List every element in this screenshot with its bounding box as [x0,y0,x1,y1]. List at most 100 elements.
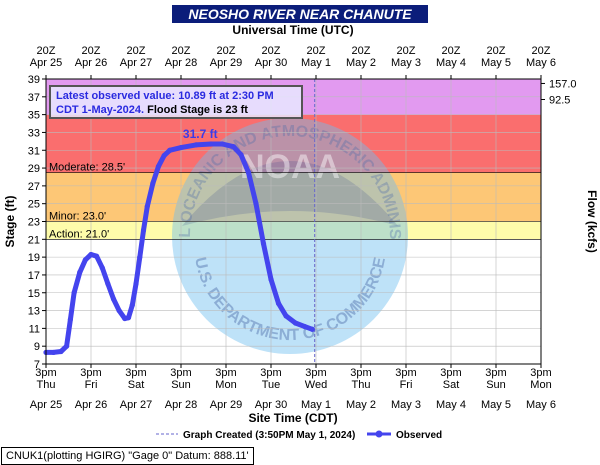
observed-point [110,296,117,302]
x-tick-date: Apr 25 [30,399,62,411]
observed-point [178,144,184,151]
observed-point [167,147,173,153]
threshold-label-minor: Minor: 23.0' [49,211,106,223]
top-tick-date: May 4 [436,57,466,69]
datum-footer: CNUK1(plotting HGIRG) "Gage 0" Datum: 88… [1,447,254,465]
top-tick-time: 20Z [82,45,101,57]
y-tick-label: 15 [28,288,40,300]
observed-line-1: Latest observed value: 10.89 ft at 2:30 … [56,90,274,102]
y-tick-label: 27 [28,181,40,193]
top-axis-title: Universal Time (UTC) [232,23,353,37]
observed-point [275,300,282,307]
legend-observed-label: Observed [396,430,442,441]
observed-point [116,307,122,314]
x-tick-time: 3pm [260,367,281,379]
top-tick-date: Apr 25 [30,57,62,69]
x-tick-day: Mon [530,379,551,391]
observed-point [67,316,73,323]
y-tick-label: 37 [28,92,40,104]
y-tick-label: 13 [28,306,40,318]
observed-point [125,315,132,321]
peak-label: 31.7 ft [183,127,218,141]
x-tick-time: 3pm [80,367,101,379]
x-tick-date: May 6 [526,399,556,411]
observed-point [230,144,237,150]
observed-point [292,320,298,326]
observed-point [302,323,308,330]
y-tick-label: 7 [34,359,40,371]
top-tick-time: 20Z [397,45,416,57]
flow-tick-label: 157.0 [549,78,577,90]
top-tick-date: May 6 [526,57,556,69]
x-tick-date: May 2 [346,399,376,411]
threshold-label-moderate: Moderate: 28.5' [49,162,125,174]
observed-line-2: CDT 1-May-2024. [56,104,145,116]
observed-point [193,142,199,148]
observed-point [283,313,289,319]
x-tick-date: Apr 26 [75,399,107,411]
top-tick-time: 20Z [37,45,56,57]
top-tick-date: Apr 30 [255,57,287,69]
observed-point [268,276,274,282]
band-minor [46,172,541,222]
top-tick-date: May 1 [301,57,331,69]
observed-point [129,302,135,308]
x-tick-date: Apr 30 [255,399,287,411]
top-tick-time: 20Z [352,45,371,57]
y-tick-label: 31 [28,145,40,157]
y-axis-title: Stage (ft) [3,196,17,248]
x-tick-day: Thu [352,379,371,391]
x-tick-day: Thu [37,379,56,391]
x-tick-date: Apr 29 [210,399,242,411]
x-tick-day: Fri [85,379,98,391]
x-tick-day: Sun [171,379,191,391]
observed-point [133,281,139,287]
x-tick-day: Sat [128,379,145,391]
observed-point [50,349,57,356]
top-tick-time: 20Z [217,45,236,57]
x-tick-day: Fri [400,379,413,391]
y-tick-label: 9 [34,341,40,353]
observed-point [260,241,267,247]
flow-tick-label: 92.5 [549,94,570,106]
top-tick-time: 20Z [172,45,191,57]
threshold-label-action: Action: 21.0' [49,228,109,240]
observed-point [309,326,315,332]
top-tick-time: 20Z [442,45,461,57]
top-tick-time: 20Z [487,45,506,57]
y-tick-label: 23 [28,217,40,229]
observed-point [245,169,252,176]
y-tick-label: 39 [28,74,40,86]
x-tick-day: Tue [262,379,281,391]
observed-point [219,141,225,147]
observed-point [208,141,214,147]
top-tick-date: Apr 28 [165,57,197,69]
observed-point [71,290,77,296]
x-tick-time: 3pm [215,367,236,379]
observed-point [82,257,88,263]
observed-point [137,254,143,260]
y-tick-label: 21 [28,234,40,246]
band-moderate [46,114,541,173]
x-tick-time: 3pm [125,367,146,379]
y-tick-label: 11 [29,323,40,335]
observed-point [155,163,162,169]
x-tick-time: 3pm [35,367,56,379]
top-tick-time: 20Z [307,45,326,57]
top-tick-date: May 3 [391,57,421,69]
seal-bird [182,161,398,226]
x-tick-day: Sun [486,379,506,391]
legend-observed-marker [375,430,383,438]
observed-point [161,152,167,159]
x-tick-day: Sat [443,379,460,391]
x-tick-time: 3pm [395,367,416,379]
seal-center-text: NOAA [240,148,340,186]
observed-point [253,201,259,207]
observed-line [43,141,315,355]
observed-point [64,343,70,349]
x-tick-day: Wed [305,379,327,391]
observed-point [150,180,156,186]
top-tick-date: Apr 29 [210,57,242,69]
observed-point [140,227,147,234]
